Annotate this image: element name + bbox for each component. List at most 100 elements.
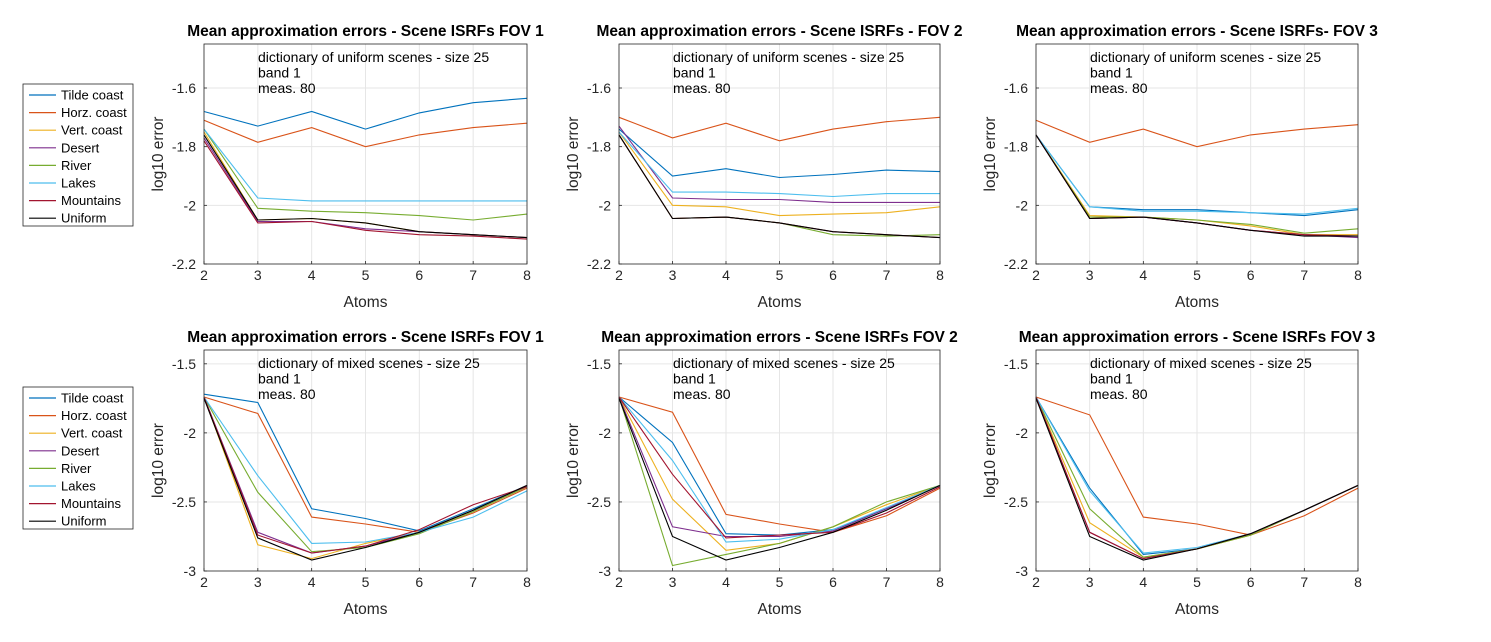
- x-tick-label: 4: [308, 574, 316, 590]
- y-tick-label: -2: [599, 197, 612, 213]
- x-tick-label: 7: [1300, 267, 1308, 283]
- legend-entry-river-label: River: [61, 158, 92, 173]
- series-line-horz-coast: [618, 116, 941, 142]
- annotation-line: band 1: [1090, 371, 1133, 387]
- legend-top: Tilde coast Horz. coast Vert. coast Desert R…: [22, 83, 134, 227]
- y-axis-label: log10 error: [150, 117, 167, 192]
- y-axis-label: log10 error: [565, 117, 582, 192]
- y-tick-label: -1.6: [172, 80, 196, 96]
- annotation-line: meas. 80: [258, 80, 316, 96]
- annotation-line: dictionary of mixed scenes - size 25: [258, 355, 480, 371]
- x-tick-label: 8: [936, 574, 944, 590]
- legend-entry-river-label: River: [61, 461, 92, 476]
- x-tick-label: 4: [1139, 574, 1147, 590]
- x-tick-label: 8: [936, 267, 944, 283]
- annotation-line: dictionary of uniform scenes - size 25: [1090, 49, 1321, 65]
- x-tick-label: 7: [469, 267, 477, 283]
- series-line-uniform: [618, 398, 941, 561]
- chart-title: Mean approximation errors - Scene ISRFs …: [601, 329, 958, 346]
- series-line-desert: [618, 125, 940, 203]
- y-tick-label: -3: [1016, 563, 1029, 579]
- x-axis-label: Atoms: [344, 294, 388, 311]
- legend-box: [22, 83, 134, 227]
- y-tick-label: -1.8: [1004, 139, 1028, 155]
- legend-entry-uniform-label: Uniform: [61, 211, 107, 226]
- legend-entry-mountains-label: Mountains: [61, 193, 121, 208]
- legend-bottom: Tilde coast Horz. coast Vert. coast Desert R…: [22, 386, 134, 530]
- y-tick-label: -1.8: [587, 139, 611, 155]
- annotation-line: dictionary of mixed scenes - size 25: [673, 355, 895, 371]
- series-line-lakes: [618, 396, 941, 543]
- x-tick-label: 3: [254, 574, 262, 590]
- annotation-line: meas. 80: [1090, 80, 1148, 96]
- series-line-uniform: [618, 134, 941, 239]
- series-line-lakes: [203, 128, 527, 202]
- y-tick-label: -2.5: [172, 494, 196, 510]
- legend-entry-horz-coast-label: Horz. coast: [61, 105, 127, 120]
- y-tick-label: -2.5: [1004, 494, 1028, 510]
- annotation-line: band 1: [258, 65, 301, 81]
- x-tick-label: 3: [1086, 267, 1094, 283]
- annotation-line: dictionary of uniform scenes - size 25: [258, 49, 489, 65]
- y-tick-label: -1.5: [1004, 356, 1028, 372]
- legend-entry-tilde-coast-label: Tilde coast: [61, 391, 124, 406]
- legend-entry-tilde-coast-label: Tilde coast: [61, 88, 124, 103]
- x-tick-label: 6: [829, 267, 837, 283]
- annotation-line: band 1: [1090, 65, 1133, 81]
- series-line-river: [618, 396, 941, 567]
- legend-entry-desert-label: Desert: [61, 443, 100, 458]
- x-tick-label: 3: [669, 267, 677, 283]
- legend-entry-vert-coast-label: Vert. coast: [61, 123, 123, 138]
- legend-entry-mountains-label: Mountains: [61, 496, 121, 511]
- y-tick-label: -2: [184, 197, 197, 213]
- x-tick-label: 5: [362, 267, 370, 283]
- chart-title: Mean approximation errors - Scene ISRFs …: [187, 23, 544, 40]
- x-tick-label: 4: [308, 267, 316, 283]
- series-line-uniform: [1035, 398, 1359, 561]
- y-tick-label: -1.5: [587, 356, 611, 372]
- y-tick-label: -2.5: [587, 494, 611, 510]
- x-tick-label: 8: [523, 267, 531, 283]
- x-tick-label: 5: [362, 574, 370, 590]
- y-tick-label: -2.2: [587, 256, 611, 272]
- series-line-vert-coast: [618, 131, 941, 217]
- x-tick-label: 5: [776, 267, 784, 283]
- y-tick-label: -2.2: [172, 256, 196, 272]
- annotation-line: dictionary of uniform scenes - size 25: [673, 49, 904, 65]
- y-tick-label: -1.5: [172, 356, 196, 372]
- series-line-lakes: [1035, 134, 1359, 215]
- y-tick-label: -2: [1016, 425, 1029, 441]
- series-line-river: [1035, 134, 1359, 234]
- series-line-mountains: [618, 396, 941, 539]
- y-tick-label: -3: [599, 563, 612, 579]
- x-tick-label: 2: [1032, 267, 1040, 283]
- annotation-line: dictionary of mixed scenes - size 25: [1090, 355, 1312, 371]
- annotation-line: band 1: [673, 371, 716, 387]
- x-tick-label: 8: [1354, 574, 1362, 590]
- series-line-horz-coast: [1035, 396, 1359, 536]
- chart-4: 2 3 4 5 6 7 8 -3 -2.5 -2 -1.5 Mean approximation er…: [150, 329, 544, 618]
- chart-title: Mean approximation errors - Scene ISRFs …: [187, 329, 544, 346]
- y-tick-label: -2.2: [1004, 256, 1028, 272]
- series-line-mountains: [203, 140, 528, 240]
- series-line-river: [203, 128, 528, 221]
- x-tick-label: 6: [1247, 574, 1255, 590]
- legend-entry-horz-coast-label: Horz. coast: [61, 408, 127, 423]
- x-tick-label: 7: [1300, 574, 1308, 590]
- x-tick-label: 5: [776, 574, 784, 590]
- legend-entry-uniform-label: Uniform: [61, 514, 107, 529]
- series-line-mountains: [203, 396, 528, 554]
- chart-1: 2 3 4 5 6 7 8 -2.2 -2 -1.8 -1.6 Mean approximation …: [150, 23, 544, 311]
- x-tick-label: 3: [669, 574, 677, 590]
- y-axis-label: log10 error: [982, 423, 999, 498]
- series-line-tilde-coast: [618, 128, 941, 179]
- annotation-line: meas. 80: [673, 80, 731, 96]
- chart-2: 2 3 4 5 6 7 8 -2.2 -2 -1.8 -1.6 Mean approximation …: [565, 23, 963, 311]
- x-tick-label: 6: [415, 267, 423, 283]
- x-tick-label: 4: [722, 267, 730, 283]
- charts-layer: 2 3 4 5 6 7 8 -2.2 -2 -1.8 -1.6 Mean approximation …: [150, 23, 1378, 618]
- annotation-line: meas. 80: [258, 386, 316, 402]
- legend-entry-vert-coast-label: Vert. coast: [61, 426, 123, 441]
- series-line-horz-coast: [203, 396, 528, 533]
